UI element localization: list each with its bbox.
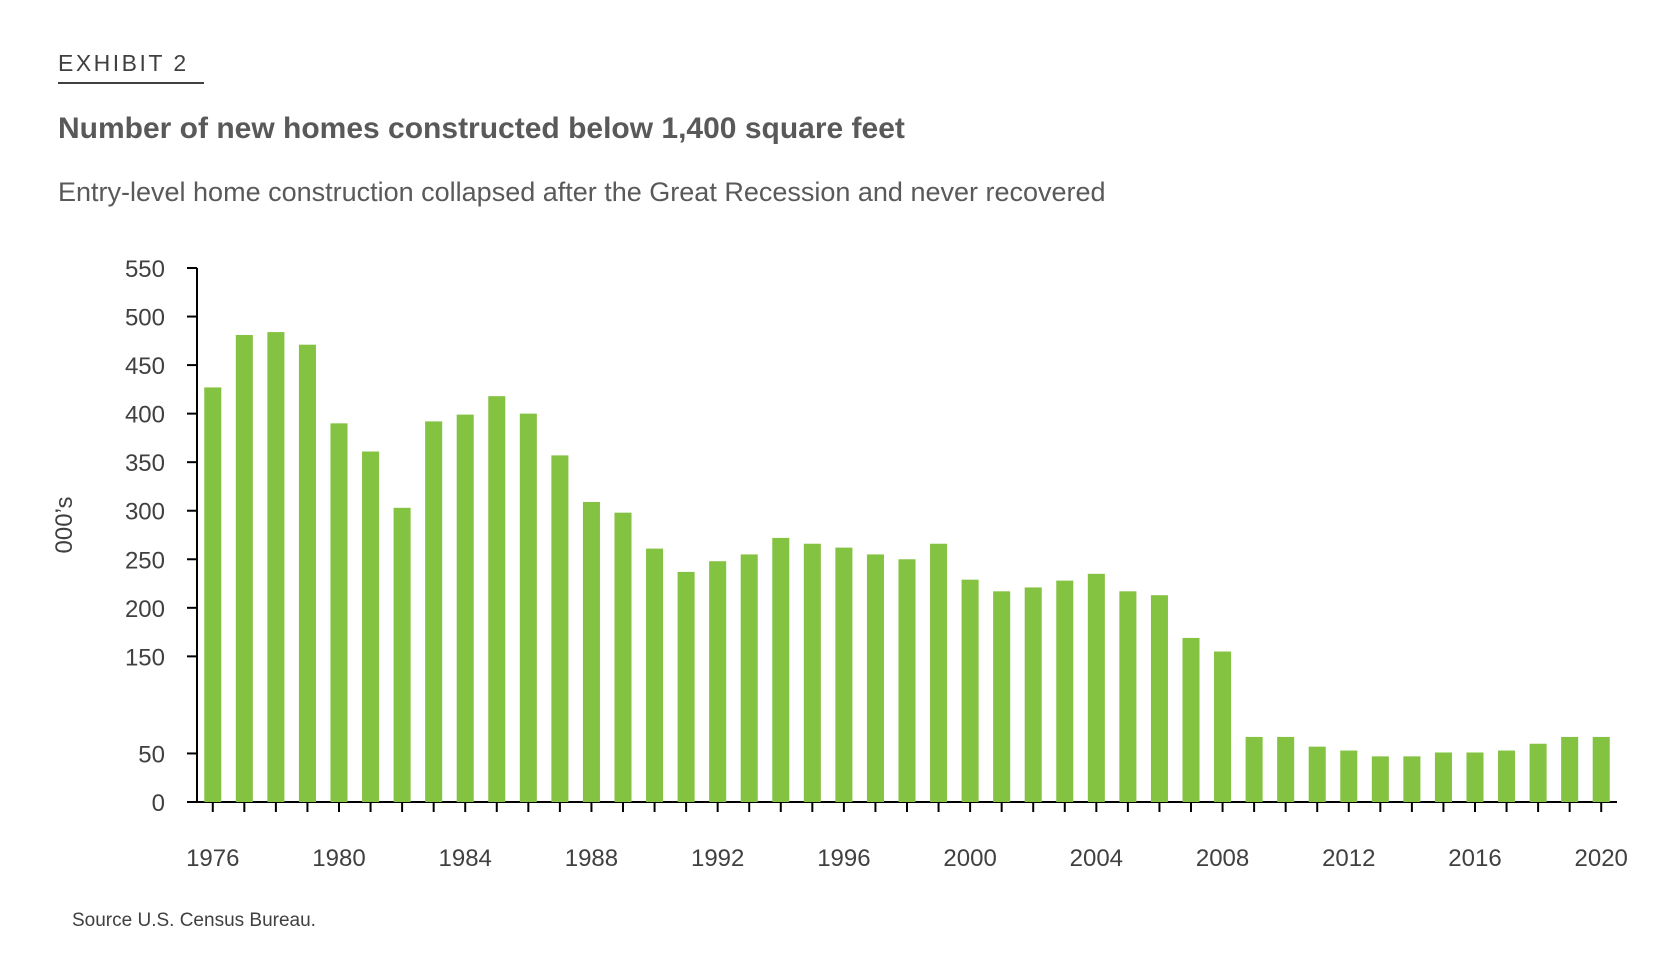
x-tick-label: 1988 — [565, 845, 618, 872]
bar-1987 — [551, 455, 569, 802]
y-tick-label: 350 — [125, 450, 165, 477]
bar-2002 — [1024, 587, 1042, 802]
bar-2015 — [1434, 752, 1452, 802]
bar-1980 — [330, 423, 348, 802]
bar-1998 — [898, 559, 916, 802]
bar-1983 — [425, 421, 443, 802]
y-tick-label: 50 — [138, 741, 165, 768]
y-tick-label: 300 — [125, 499, 165, 526]
bar-2020 — [1592, 736, 1610, 802]
bar-2011 — [1308, 746, 1326, 802]
bar-1986 — [519, 413, 537, 802]
chart-subtitle: Entry-level home construction collapsed … — [58, 177, 1106, 207]
bar-1981 — [362, 451, 380, 802]
x-tick-label: 2020 — [1575, 845, 1628, 872]
y-tick-label: 550 — [125, 256, 165, 283]
bar-2004 — [1087, 573, 1105, 802]
bar-1997 — [866, 554, 884, 802]
y-tick-label: 0 — [152, 790, 165, 817]
bar-2000 — [961, 579, 979, 802]
bar-1979 — [298, 344, 316, 802]
bar-2005 — [1119, 591, 1137, 802]
x-tick-label: 1980 — [312, 845, 365, 872]
bar-1989 — [614, 512, 632, 802]
bar-2009 — [1245, 736, 1263, 802]
bar-1993 — [740, 554, 758, 802]
bar-2017 — [1498, 750, 1516, 802]
bar-1992 — [709, 561, 727, 802]
x-tick-label: 1992 — [691, 845, 744, 872]
x-tick-label: 2012 — [1322, 845, 1375, 872]
x-tick-label: 2004 — [1070, 845, 1123, 872]
bar-1990 — [646, 548, 664, 802]
bar-2006 — [1150, 595, 1168, 802]
bar-2012 — [1340, 750, 1358, 802]
bar-1982 — [393, 507, 411, 802]
bar-2007 — [1182, 637, 1200, 802]
y-tick-label: 400 — [125, 402, 165, 429]
bar-2016 — [1466, 752, 1484, 802]
bar-1995 — [803, 543, 821, 802]
bar-2013 — [1371, 756, 1389, 802]
y-axis-label: 000’s — [51, 497, 78, 554]
bar-1996 — [835, 547, 853, 802]
exhibit-label: EXHIBIT 2 — [58, 50, 204, 84]
y-tick-label: 450 — [125, 353, 165, 380]
x-tick-label: 2016 — [1448, 845, 1501, 872]
x-tick-label: 1976 — [186, 845, 239, 872]
x-axis: 1976 1980 1984 1988 1992 1996 2000 2004 2008 2012… — [186, 801, 1628, 872]
bar-1984 — [456, 414, 474, 802]
y-tick-label: 200 — [125, 596, 165, 623]
x-tick-label: 2000 — [943, 845, 996, 872]
x-tick-label: 2008 — [1196, 845, 1249, 872]
bar-1985 — [488, 396, 506, 802]
y-tick-label: 150 — [125, 644, 165, 671]
bar-2010 — [1277, 736, 1295, 802]
bar-1991 — [677, 571, 695, 802]
bar-2014 — [1403, 756, 1421, 802]
bar-2008 — [1214, 651, 1232, 802]
bar-1999 — [930, 543, 948, 802]
x-tick-label: 1996 — [817, 845, 870, 872]
bar-2018 — [1529, 743, 1547, 802]
bar-2003 — [1056, 580, 1074, 802]
bar-1988 — [582, 501, 600, 802]
bar-1976 — [204, 387, 222, 802]
x-tick-label: 1984 — [439, 845, 492, 872]
bars — [204, 332, 1610, 802]
bar-1977 — [235, 334, 253, 802]
y-tick-label: 250 — [125, 547, 165, 574]
y-tick-label: 500 — [125, 305, 165, 332]
chart-title: Number of new homes constructed below 1,… — [58, 112, 905, 145]
bar-2001 — [993, 591, 1011, 802]
bar-1978 — [267, 332, 285, 802]
source-note: Source U.S. Census Bureau. — [72, 910, 316, 931]
bar-2019 — [1561, 736, 1579, 802]
y-axis: 0 50 150 200 250 300 350 400 450 500 550 — [125, 256, 198, 817]
bar-1994 — [772, 537, 790, 802]
